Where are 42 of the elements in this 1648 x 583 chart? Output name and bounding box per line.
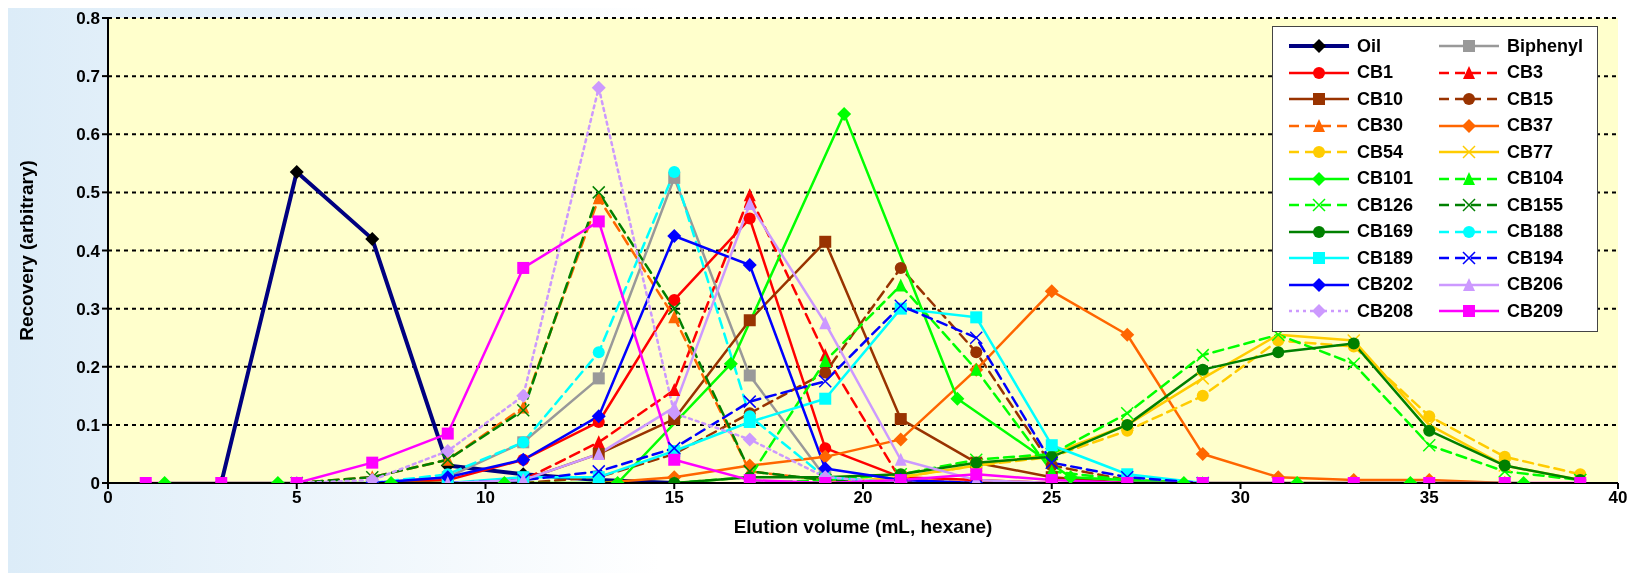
legend-label: Biphenyl: [1506, 35, 1583, 57]
y-tick-label: 0.8: [76, 9, 100, 29]
legend-label: CB155: [1506, 194, 1564, 216]
legend-label: CB10: [1356, 88, 1403, 110]
legend-label: CB30: [1356, 115, 1403, 137]
legend-label: CB206: [1506, 274, 1564, 296]
legend-label: CB101: [1356, 168, 1413, 190]
legend-label: CB209: [1506, 300, 1564, 322]
legend-label: CB202: [1356, 274, 1413, 296]
x-tick-label: 0: [103, 488, 113, 508]
legend-label: CB194: [1506, 247, 1564, 269]
x-tick-label: 15: [664, 488, 684, 508]
legend-label: CB37: [1506, 115, 1554, 137]
legend-label: CB104: [1506, 168, 1564, 190]
x-tick-label: 20: [853, 488, 873, 508]
legend-label: CB169: [1356, 221, 1413, 243]
legend-label: CB15: [1506, 88, 1554, 110]
legend-label: CB208: [1356, 300, 1413, 322]
x-tick-label: 5: [292, 488, 302, 508]
y-tick-label: 0.2: [76, 357, 100, 377]
x-tick-label: 10: [476, 488, 495, 508]
legend-label: CB189: [1356, 247, 1413, 269]
legend-label: CB77: [1506, 141, 1554, 163]
y-tick-label: 0.5: [76, 183, 100, 203]
legend-label: CB1: [1356, 62, 1393, 84]
legend-label: CB126: [1356, 194, 1413, 216]
x-axis-title: Elution volume (mL, hexane): [733, 516, 993, 537]
y-tick-label: 0.7: [76, 67, 100, 87]
y-tick-label: 0.6: [76, 125, 100, 145]
x-tick-label: 40: [1608, 488, 1628, 508]
y-tick-label: 0.3: [76, 299, 100, 319]
x-tick-label: 30: [1231, 488, 1250, 508]
y-tick-label: 0: [90, 474, 100, 494]
x-tick-label: 35: [1419, 488, 1439, 508]
y-tick-label: 0.4: [76, 241, 101, 261]
legend-label: Oil: [1356, 35, 1381, 57]
legend-label: CB54: [1356, 141, 1403, 163]
y-axis-title: Recovery (arbitrary): [15, 160, 37, 341]
legend-label: CB188: [1506, 221, 1564, 243]
x-tick-label: 25: [1042, 488, 1062, 508]
y-tick-label: 0.1: [76, 415, 100, 435]
legend-label: CB3: [1506, 62, 1543, 84]
